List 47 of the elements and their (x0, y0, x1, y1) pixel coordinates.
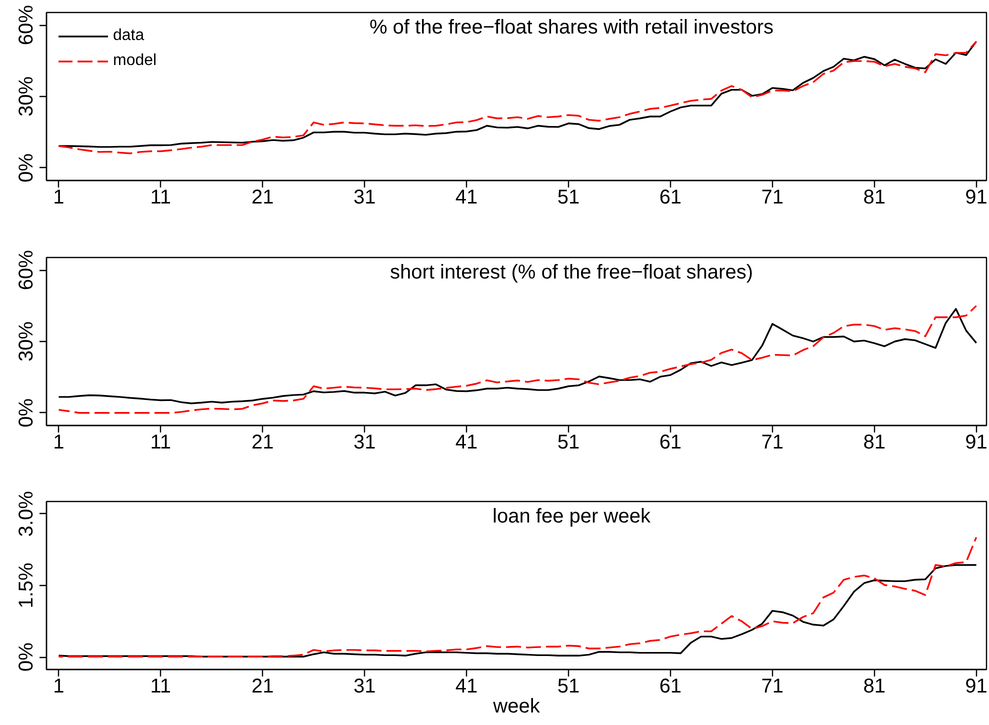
x-tick-label: 71 (761, 186, 784, 208)
x-tick-label: 21 (252, 676, 274, 698)
x-tick-label: 81 (863, 432, 886, 454)
x-tick-label: 21 (252, 432, 274, 454)
x-tick-label: 31 (353, 186, 376, 208)
y-tick-label: 0% (16, 398, 38, 428)
chart-title: % of the free−float shares with retail investors (369, 16, 774, 38)
x-tick-label: 1 (53, 676, 64, 698)
x-tick-label: 71 (761, 676, 784, 698)
x-tick-label: 21 (252, 186, 274, 208)
x-tick-label: 31 (353, 432, 376, 454)
legend-label: data (113, 27, 144, 45)
y-tick-label: 60% (16, 250, 38, 290)
x-tick-label: 61 (659, 676, 682, 698)
x-tick-label: 91 (965, 186, 988, 208)
x-tick-label: 91 (965, 676, 988, 698)
x-tick-label: 61 (659, 186, 682, 208)
line-series (58, 536, 978, 658)
x-tick-label: 51 (557, 432, 580, 454)
x-tick-label: 11 (150, 432, 172, 454)
x-tick-label: 51 (557, 186, 580, 208)
x-tick-label: 91 (965, 432, 988, 454)
chart-title: loan fee per week (492, 506, 652, 528)
y-tick-label: 1.5% (16, 562, 38, 608)
y-tick-label: 0% (16, 642, 38, 672)
x-tick-label: 81 (863, 186, 886, 208)
y-tick-label: 0% (16, 153, 38, 182)
x-tick-label: 11 (150, 676, 172, 698)
y-tick-label: 30% (16, 321, 38, 362)
x-tick-label: 71 (761, 432, 784, 454)
legend-label: model (113, 52, 157, 70)
x-tick-label: 51 (557, 676, 580, 698)
x-tick-label: 41 (455, 676, 478, 698)
y-tick-label: 30% (16, 76, 38, 117)
x-tick-label: 1 (53, 186, 64, 208)
x-tick-label: 11 (150, 186, 172, 208)
x-axis-title: week (492, 696, 541, 718)
line-series (58, 564, 978, 658)
x-tick-label: 31 (353, 676, 376, 698)
x-tick-label: 41 (455, 186, 478, 208)
y-tick-label: 60% (16, 4, 38, 46)
chart-title: short interest (% of the free−float shares) (390, 262, 753, 284)
y-tick-label: 3.0% (16, 490, 38, 537)
x-tick-label: 1 (53, 432, 64, 454)
x-tick-label: 41 (455, 432, 478, 454)
x-tick-label: 61 (659, 432, 682, 454)
x-tick-label: 81 (863, 676, 886, 698)
